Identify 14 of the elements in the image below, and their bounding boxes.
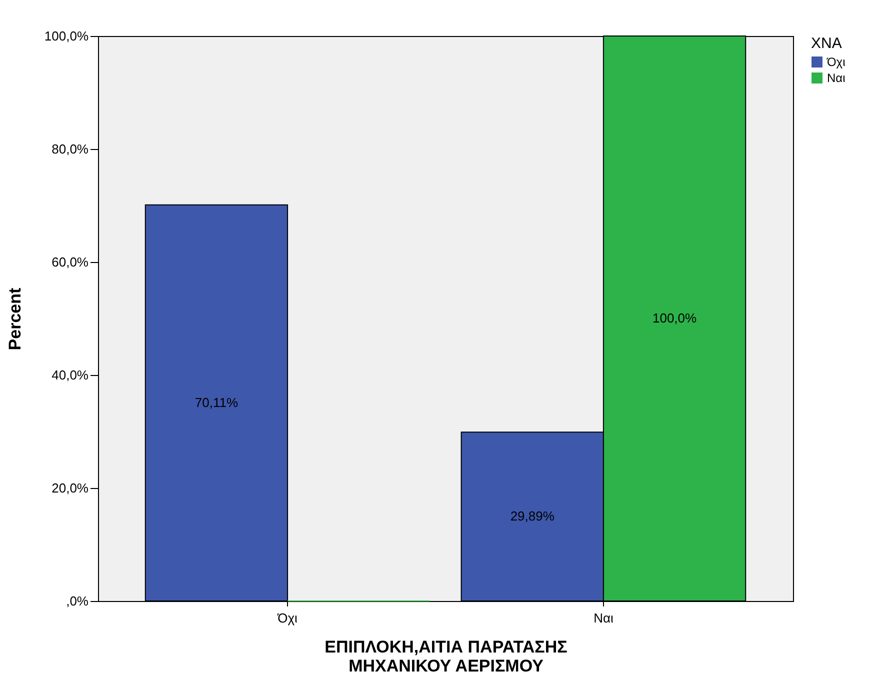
data-label: 100,0% xyxy=(652,310,698,326)
y-axis-title: Percent xyxy=(5,287,24,350)
data-label: 29,89% xyxy=(510,508,555,524)
y-tick-label: 60,0% xyxy=(52,254,89,270)
data-label: 70,11% xyxy=(194,394,238,410)
y-tick-label: 40,0% xyxy=(52,368,89,382)
legend-label: Ναι xyxy=(827,71,846,85)
y-tick-label: 100,0% xyxy=(44,28,89,44)
legend-title: ΧΝΑ xyxy=(811,35,842,52)
legend-label: Όχι xyxy=(826,55,846,69)
y-tick-label: ,0% xyxy=(66,594,89,608)
y-tick-label: 80,0% xyxy=(52,142,89,156)
y-tick-label: 20,0% xyxy=(52,480,89,496)
x-axis-title: ΕΠΙΠΛΟΚΗ,ΑΙΤΙΑ ΠΑΡΑΤΑΣΗΣ ΜΗΧΑΝΙΚΟΥ ΑΕΡΙΣΜΟΥ xyxy=(324,638,568,676)
